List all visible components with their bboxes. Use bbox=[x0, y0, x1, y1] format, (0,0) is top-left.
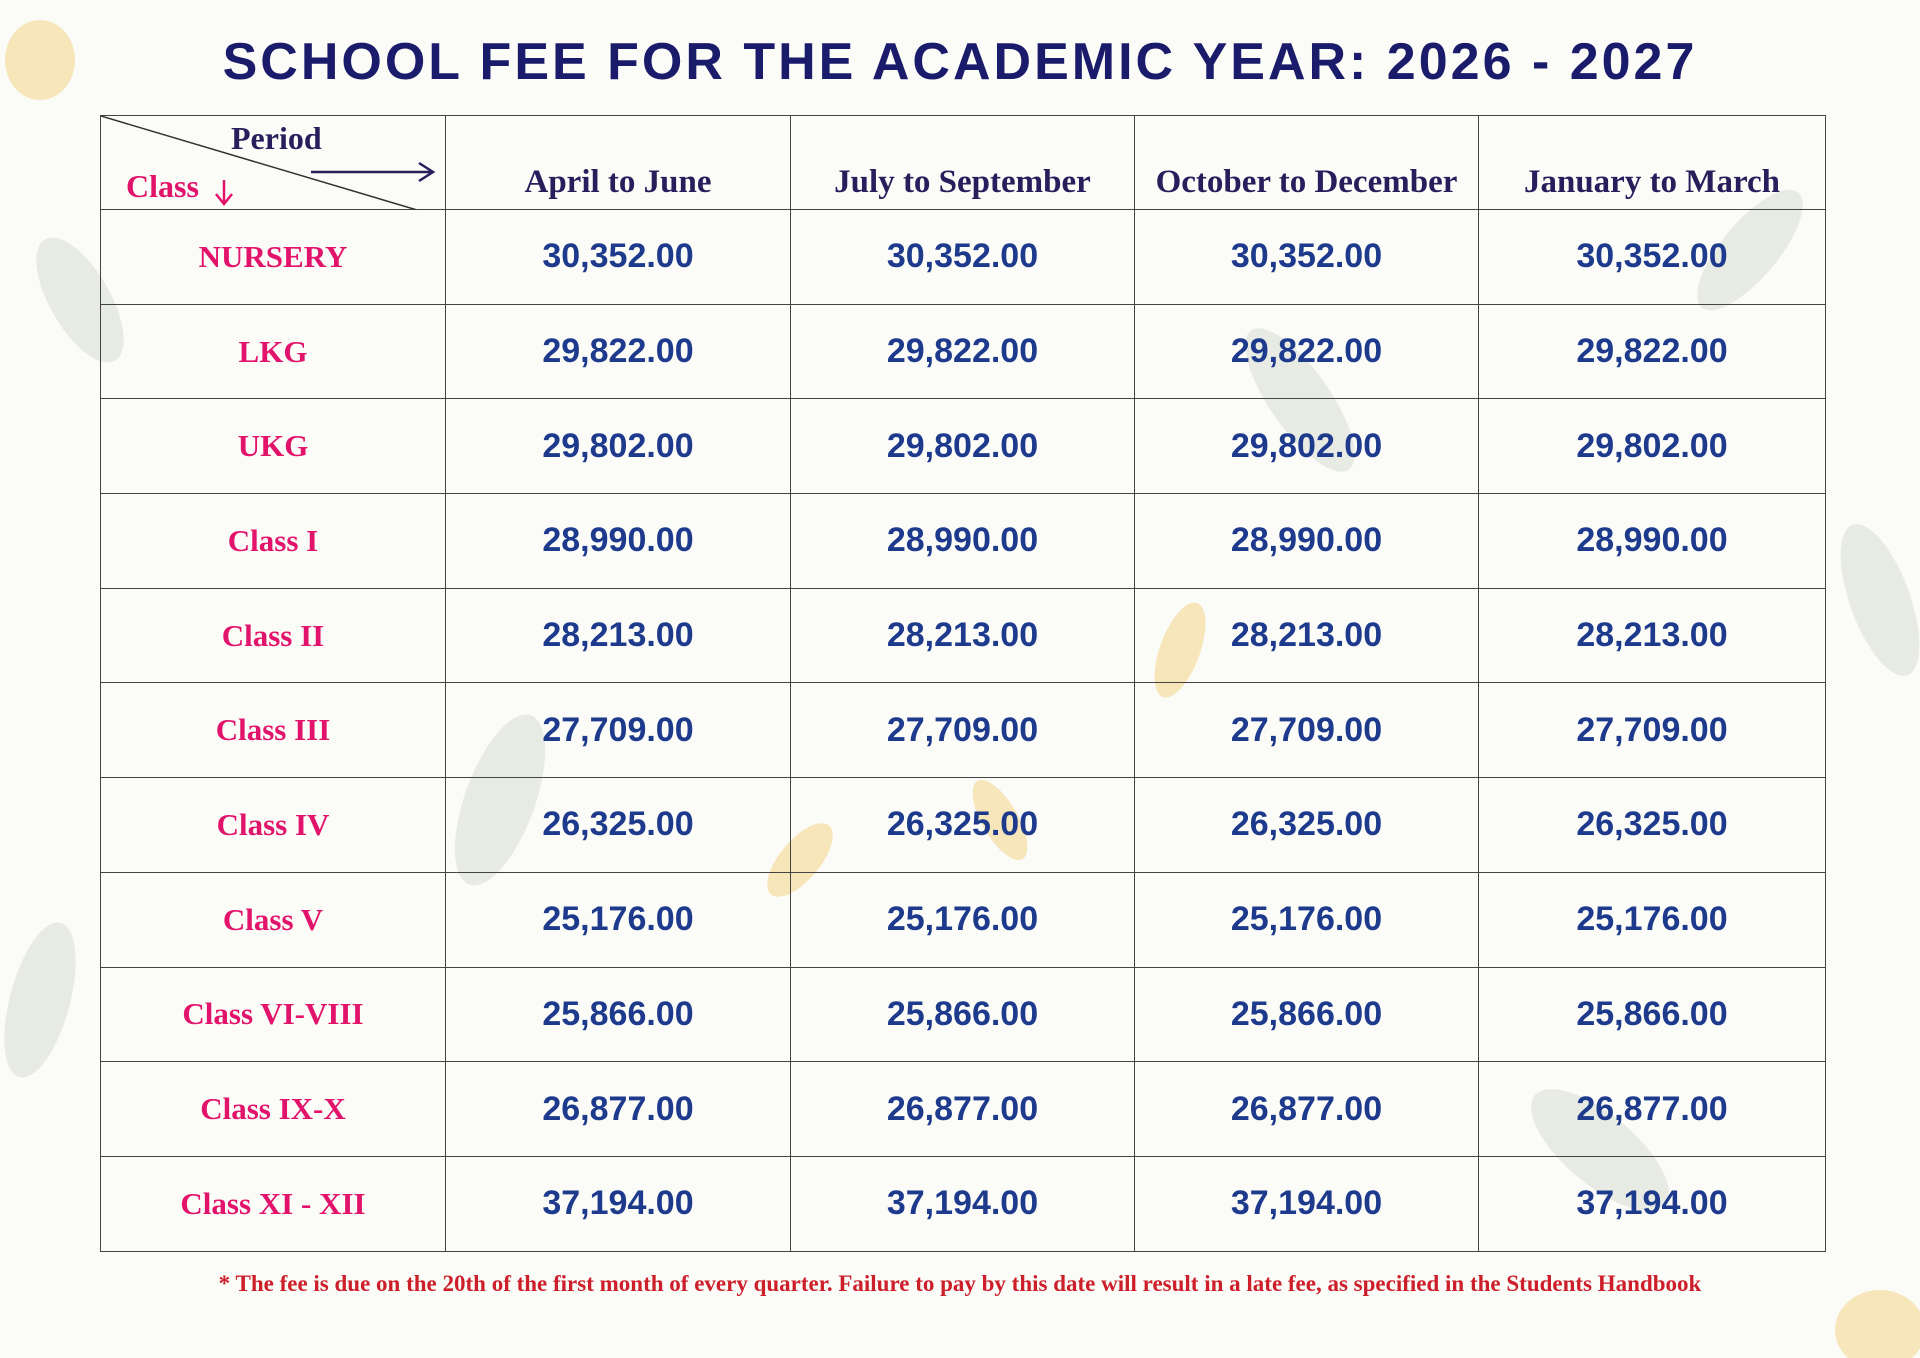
fee-cell: 29,802.00 bbox=[790, 398, 1135, 495]
column-header: January to March bbox=[1478, 115, 1826, 210]
class-name: Class I bbox=[100, 493, 446, 589]
fee-cell: 26,325.00 bbox=[790, 777, 1135, 873]
table-row: Class III 27,709.00 27,709.00 27,709.00 27,7… bbox=[100, 682, 1826, 779]
fee-cell: 28,990.00 bbox=[445, 493, 791, 589]
fee-cell: 25,866.00 bbox=[790, 966, 1135, 1063]
class-name: Class V bbox=[100, 871, 446, 968]
class-name: Class II bbox=[100, 587, 446, 684]
fee-cell: 28,213.00 bbox=[790, 587, 1135, 684]
class-name: UKG bbox=[100, 398, 446, 495]
table-row: Class V 25,176.00 25,176.00 25,176.00 25,176… bbox=[100, 871, 1826, 968]
fee-cell: 26,877.00 bbox=[1478, 1061, 1826, 1157]
fee-cell: 29,822.00 bbox=[1134, 303, 1479, 400]
class-name: Class IX-X bbox=[100, 1061, 446, 1157]
fee-cell: 25,866.00 bbox=[445, 966, 791, 1063]
table-row: Class VI-VIII 25,866.00 25,866.00 25,866.00… bbox=[100, 966, 1826, 1063]
footnote: * The fee is due on the 20th of the firs… bbox=[218, 1271, 1702, 1296]
fee-cell: 26,325.00 bbox=[445, 777, 791, 873]
corner-cell: Period Class bbox=[100, 115, 446, 210]
class-name: Class XI - XII bbox=[100, 1155, 446, 1252]
column-header: July to September bbox=[790, 115, 1135, 210]
fee-cell: 26,877.00 bbox=[1134, 1061, 1479, 1157]
fee-cell: 30,352.00 bbox=[1478, 209, 1826, 305]
corner-class: Class bbox=[126, 168, 199, 204]
class-name: Class IV bbox=[100, 777, 446, 873]
title: SCHOOL FEE FOR THE ACADEMIC YEAR: 2026 -… bbox=[222, 33, 1698, 91]
fee-cell: 28,213.00 bbox=[1134, 587, 1479, 684]
fee-cell: 26,325.00 bbox=[1134, 777, 1479, 873]
table-row: Class IX-X 26,877.00 26,877.00 26,877.00 26,… bbox=[100, 1061, 1826, 1157]
fee-cell: 37,194.00 bbox=[1134, 1155, 1479, 1252]
class-name: NURSERY bbox=[100, 209, 446, 305]
class-name: Class VI-VIII bbox=[100, 966, 446, 1063]
fee-cell: 37,194.00 bbox=[1478, 1155, 1826, 1252]
fee-cell: 30,352.00 bbox=[445, 209, 791, 305]
table-row: Class II 28,213.00 28,213.00 28,213.00 28,21… bbox=[100, 587, 1826, 684]
table-row: Class IV 26,325.00 26,325.00 26,325.00 26,32… bbox=[100, 777, 1826, 873]
fee-cell: 30,352.00 bbox=[1134, 209, 1479, 305]
fee-cell: 30,352.00 bbox=[790, 209, 1135, 305]
fee-cell: 28,990.00 bbox=[1134, 493, 1479, 589]
table-row: UKG 29,802.00 29,802.00 29,802.00 29,802.00 bbox=[100, 398, 1826, 495]
fee-cell: 27,709.00 bbox=[1478, 682, 1826, 779]
fee-cell: 29,802.00 bbox=[445, 398, 791, 495]
corner-period: Period bbox=[231, 120, 322, 156]
fee-cell: 25,176.00 bbox=[1134, 871, 1479, 968]
fee-cell: 29,802.00 bbox=[1478, 398, 1826, 495]
column-header: April to June bbox=[445, 115, 791, 210]
class-name: LKG bbox=[100, 303, 446, 400]
fee-cell: 37,194.00 bbox=[445, 1155, 791, 1252]
fee-cell: 27,709.00 bbox=[790, 682, 1135, 779]
fee-cell: 25,176.00 bbox=[790, 871, 1135, 968]
fee-cell: 26,877.00 bbox=[445, 1061, 791, 1157]
class-name: Class III bbox=[100, 682, 446, 779]
fee-cell: 29,822.00 bbox=[445, 303, 791, 400]
fee-cell: 27,709.00 bbox=[445, 682, 791, 779]
fee-cell: 29,822.00 bbox=[1478, 303, 1826, 400]
fee-cell: 37,194.00 bbox=[790, 1155, 1135, 1252]
corner-lines bbox=[101, 116, 436, 210]
fee-cell: 29,802.00 bbox=[1134, 398, 1479, 495]
fee-cell: 29,822.00 bbox=[790, 303, 1135, 400]
fee-table: Period Class April to June July to Septem… bbox=[100, 115, 1826, 1252]
table-row: Class I 28,990.00 28,990.00 28,990.00 28,990… bbox=[100, 493, 1826, 589]
fee-cell: 26,877.00 bbox=[790, 1061, 1135, 1157]
fee-cell: 26,325.00 bbox=[1478, 777, 1826, 873]
fee-cell: 28,990.00 bbox=[790, 493, 1135, 589]
fee-cell: 28,213.00 bbox=[1478, 587, 1826, 684]
column-header: October to December bbox=[1134, 115, 1479, 210]
table-row: NURSERY 30,352.00 30,352.00 30,352.00 30,352… bbox=[100, 209, 1826, 305]
table-row: LKG 29,822.00 29,822.00 29,822.00 29,822.00 bbox=[100, 303, 1826, 400]
header-row: Period Class April to June July to Septem… bbox=[100, 115, 1826, 210]
fee-cell: 28,990.00 bbox=[1478, 493, 1826, 589]
fee-cell: 25,866.00 bbox=[1134, 966, 1479, 1063]
fee-cell: 25,176.00 bbox=[445, 871, 791, 968]
fee-cell: 28,213.00 bbox=[445, 587, 791, 684]
table-row: Class XI - XII 37,194.00 37,194.00 37,194.0… bbox=[100, 1155, 1826, 1252]
fee-cell: 25,866.00 bbox=[1478, 966, 1826, 1063]
fee-cell: 27,709.00 bbox=[1134, 682, 1479, 779]
fee-cell: 25,176.00 bbox=[1478, 871, 1826, 968]
